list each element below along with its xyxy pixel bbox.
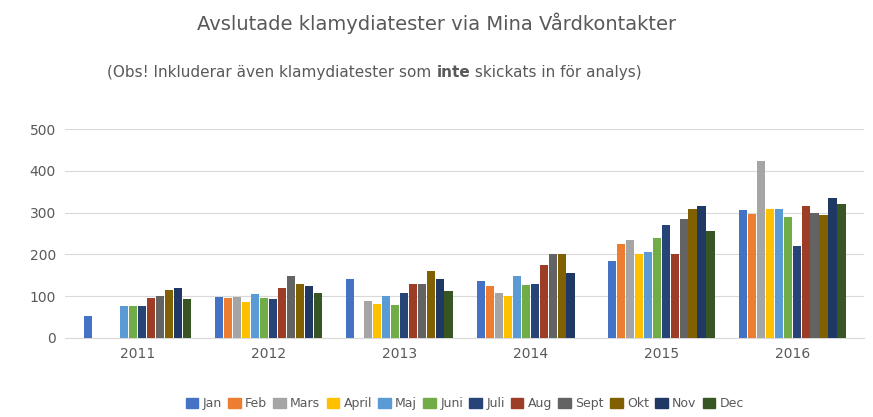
Bar bbox=[626, 240, 634, 338]
Bar bbox=[84, 316, 93, 338]
Legend: Jan, Feb, Mars, April, Maj, Juni, Juli, Aug, Sept, Okt, Nov, Dec: Jan, Feb, Mars, April, Maj, Juni, Juli, … bbox=[181, 392, 749, 415]
Bar bbox=[828, 198, 836, 338]
Text: (Obs! Inkluderar även klamydiatester som: (Obs! Inkluderar även klamydiatester som bbox=[107, 65, 436, 80]
Bar bbox=[305, 286, 313, 338]
Bar bbox=[444, 291, 453, 338]
Bar bbox=[801, 206, 810, 338]
Bar bbox=[748, 214, 756, 338]
Bar bbox=[739, 210, 747, 338]
Bar bbox=[251, 294, 259, 338]
Bar bbox=[558, 254, 566, 338]
Bar bbox=[608, 261, 616, 338]
Bar bbox=[224, 298, 232, 338]
Bar bbox=[766, 208, 774, 338]
Bar bbox=[436, 279, 443, 338]
Bar bbox=[617, 244, 625, 338]
Bar bbox=[670, 254, 679, 338]
Bar bbox=[364, 301, 372, 338]
Bar bbox=[260, 298, 268, 338]
Bar bbox=[286, 276, 295, 338]
Bar bbox=[793, 246, 801, 338]
Bar bbox=[233, 297, 241, 338]
Bar bbox=[504, 296, 512, 338]
Bar bbox=[346, 279, 354, 338]
Bar bbox=[512, 276, 521, 338]
Bar bbox=[653, 238, 661, 338]
Bar bbox=[757, 161, 765, 338]
Bar bbox=[427, 271, 435, 338]
Bar bbox=[391, 305, 399, 338]
Text: inte: inte bbox=[436, 65, 471, 80]
Bar bbox=[820, 215, 828, 338]
Text: Avslutade klamydiatester via Mina Vårdkontakter: Avslutade klamydiatester via Mina Vårdko… bbox=[197, 13, 676, 34]
Bar bbox=[120, 306, 128, 338]
Bar bbox=[174, 288, 182, 338]
Bar bbox=[373, 304, 382, 338]
Bar bbox=[689, 208, 697, 338]
Bar bbox=[409, 284, 417, 338]
Bar bbox=[531, 284, 539, 338]
Bar bbox=[138, 306, 146, 338]
Bar bbox=[486, 286, 494, 338]
Bar bbox=[269, 299, 277, 338]
Bar bbox=[774, 208, 783, 338]
Bar bbox=[182, 299, 191, 338]
Bar bbox=[784, 217, 792, 338]
Bar bbox=[147, 298, 155, 338]
Bar bbox=[215, 297, 223, 338]
Bar bbox=[400, 293, 408, 338]
Bar bbox=[662, 225, 670, 338]
Bar bbox=[129, 306, 137, 338]
Bar bbox=[242, 302, 251, 338]
Bar bbox=[477, 281, 485, 338]
Bar bbox=[522, 285, 530, 338]
Bar bbox=[548, 254, 557, 338]
Bar bbox=[278, 288, 286, 338]
Bar bbox=[296, 284, 304, 338]
Bar bbox=[155, 296, 164, 338]
Bar bbox=[495, 293, 503, 338]
Bar bbox=[698, 206, 705, 338]
Bar bbox=[417, 284, 426, 338]
Bar bbox=[540, 265, 548, 338]
Bar bbox=[313, 293, 322, 338]
Bar bbox=[165, 290, 173, 338]
Text: skickats in för analys): skickats in för analys) bbox=[471, 65, 642, 80]
Bar bbox=[635, 254, 643, 338]
Bar bbox=[567, 273, 574, 338]
Bar bbox=[679, 219, 688, 338]
Bar bbox=[837, 204, 846, 338]
Bar bbox=[810, 213, 819, 338]
Bar bbox=[382, 296, 390, 338]
Bar bbox=[706, 231, 715, 338]
Bar bbox=[643, 252, 652, 338]
